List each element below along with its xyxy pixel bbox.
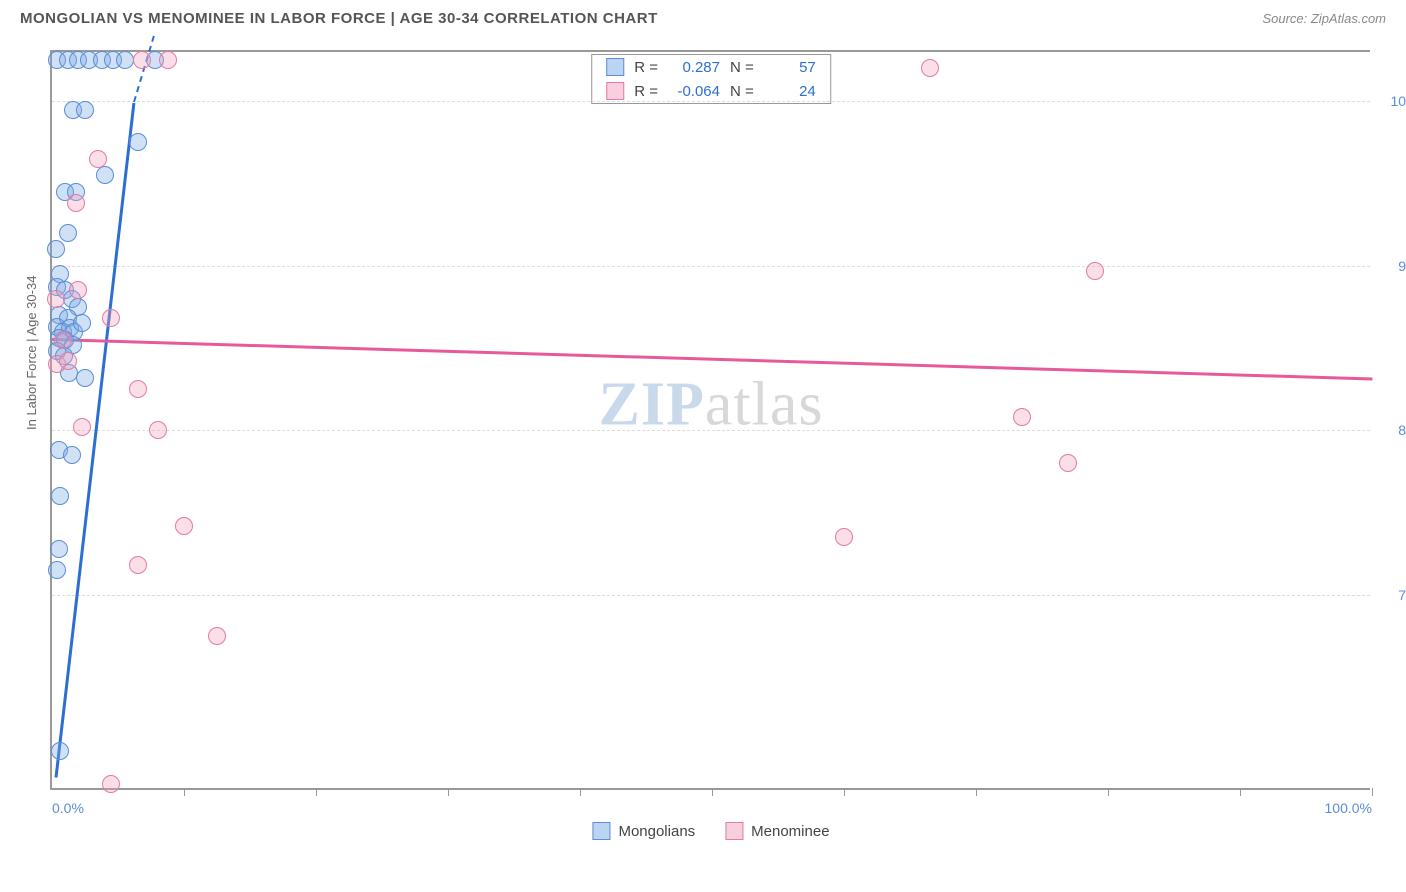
y-tick-label: 90.0% [1398,258,1406,274]
data-point [59,352,77,370]
data-point [129,133,147,151]
legend-row-pink: R = -0.064 N = 24 [592,79,830,103]
data-point [116,51,134,69]
x-tick [1108,788,1109,796]
data-point [50,540,68,558]
data-point [96,166,114,184]
data-point [208,627,226,645]
n-value-blue: 57 [764,59,816,76]
data-point [51,487,69,505]
scatter-chart: ZIPatlas R = 0.287 N = 57 R = -0.064 N =… [50,50,1370,790]
trend-line [52,338,1372,380]
x-tick [712,788,713,796]
data-point [47,240,65,258]
data-point [1086,262,1104,280]
swatch-blue [592,822,610,840]
data-point [48,561,66,579]
data-point [69,281,87,299]
x-tick [580,788,581,796]
x-tick [316,788,317,796]
n-value-pink: 24 [764,83,816,100]
data-point [129,380,147,398]
data-point [73,314,91,332]
trend-line [133,36,155,102]
data-point [76,101,94,119]
gridline [52,101,1370,102]
series-legend: Mongolians Menominee [592,822,829,840]
swatch-pink [606,82,624,100]
data-point [129,556,147,574]
data-point [133,51,151,69]
y-tick-label: 100.0% [1391,93,1406,109]
data-point [921,59,939,77]
x-tick [1240,788,1241,796]
x-tick [844,788,845,796]
r-value-blue: 0.287 [668,59,720,76]
data-point [63,446,81,464]
x-tick [1372,788,1373,796]
data-point [54,331,72,349]
swatch-blue [606,58,624,76]
x-tick [976,788,977,796]
source-attribution: Source: ZipAtlas.com [1262,11,1386,26]
y-tick-label: 80.0% [1398,422,1406,438]
data-point [149,421,167,439]
x-tick [448,788,449,796]
data-point [1059,454,1077,472]
data-point [159,51,177,69]
swatch-pink [725,822,743,840]
data-point [67,194,85,212]
legend-item-menominee: Menominee [725,822,829,840]
gridline [52,266,1370,267]
legend-item-mongolians: Mongolians [592,822,695,840]
y-axis-label: In Labor Force | Age 30-34 [24,276,39,430]
data-point [102,309,120,327]
data-point [51,742,69,760]
chart-title: MONGOLIAN VS MENOMINEE IN LABOR FORCE | … [20,10,658,27]
x-tick-label: 100.0% [1325,800,1372,816]
data-point [835,528,853,546]
gridline [52,595,1370,596]
gridline [52,430,1370,431]
data-point [102,775,120,793]
x-tick-label: 0.0% [52,800,84,816]
y-tick-label: 70.0% [1398,587,1406,603]
data-point [73,418,91,436]
data-point [175,517,193,535]
data-point [47,290,65,308]
correlation-legend: R = 0.287 N = 57 R = -0.064 N = 24 [591,54,831,104]
r-value-pink: -0.064 [668,83,720,100]
data-point [76,369,94,387]
data-point [59,224,77,242]
x-tick [184,788,185,796]
data-point [89,150,107,168]
legend-row-blue: R = 0.287 N = 57 [592,55,830,79]
data-point [1013,408,1031,426]
